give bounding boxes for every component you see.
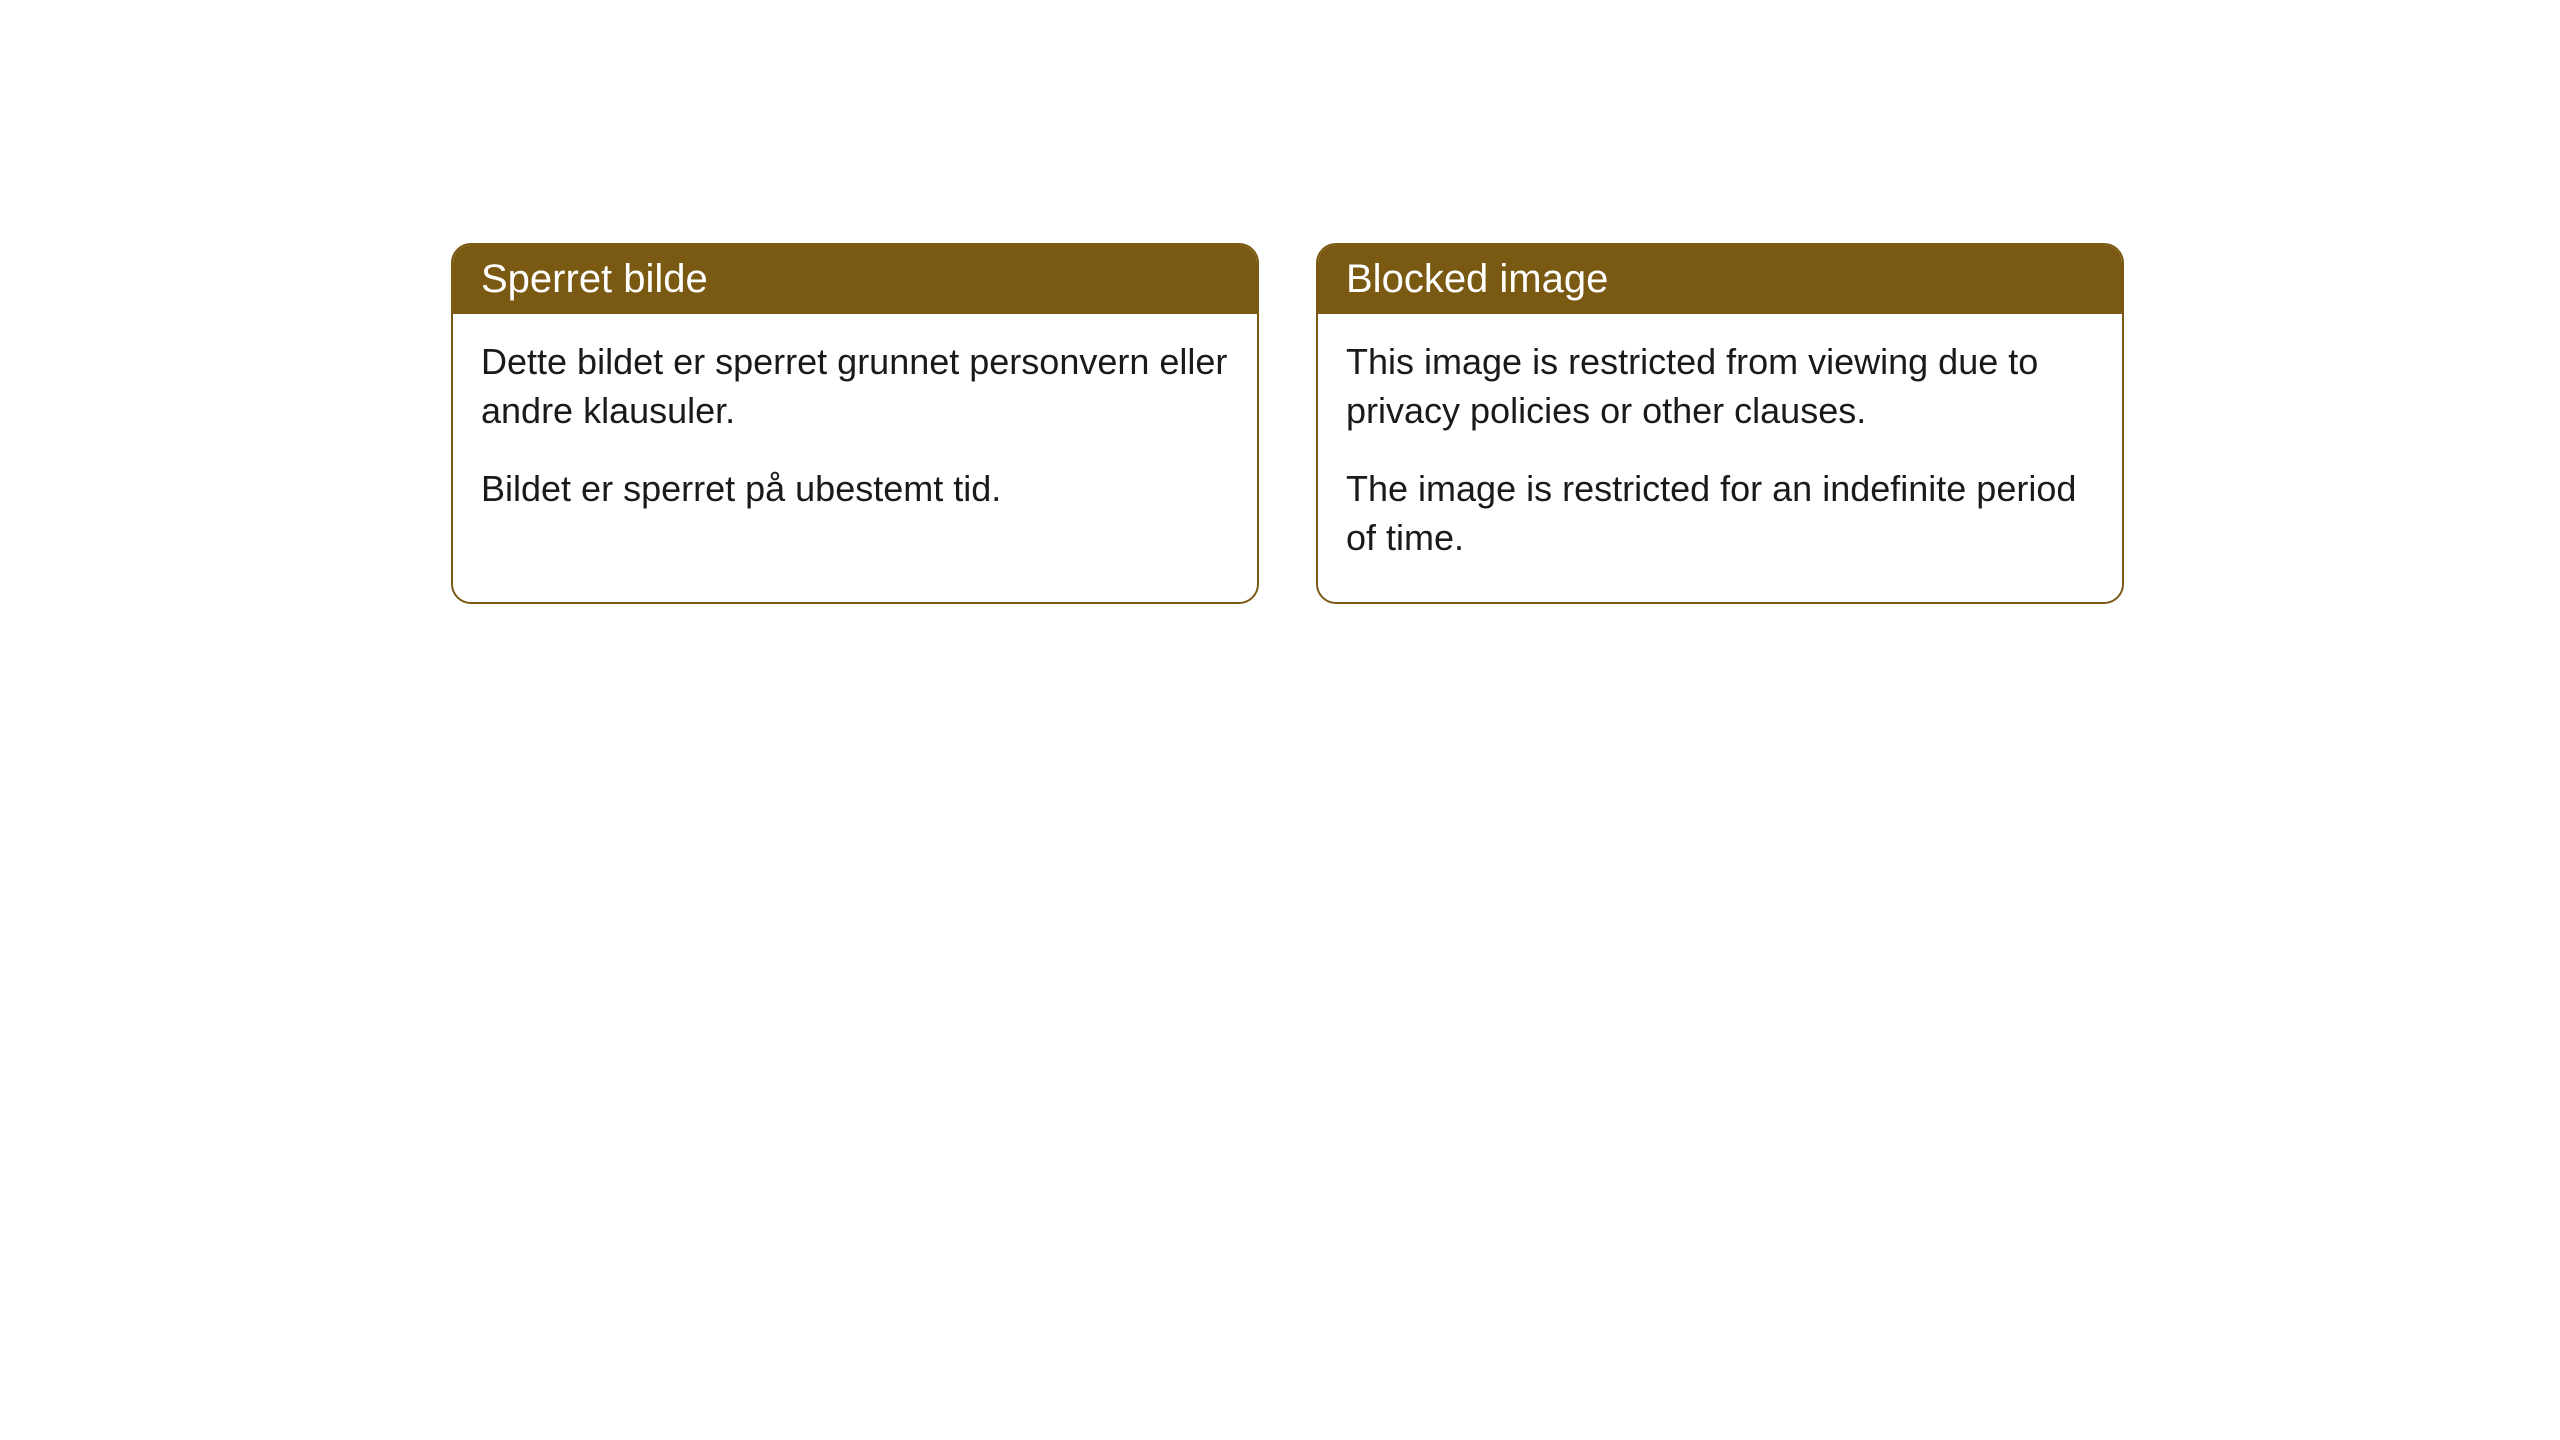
notice-text-line: This image is restricted from viewing du… [1346,338,2094,435]
notice-body: Dette bildet er sperret grunnet personve… [453,314,1257,554]
notice-title: Blocked image [1318,245,2122,314]
notice-text-line: Bildet er sperret på ubestemt tid. [481,465,1229,514]
notice-text-line: Dette bildet er sperret grunnet personve… [481,338,1229,435]
notice-text-line: The image is restricted for an indefinit… [1346,465,2094,562]
notice-title: Sperret bilde [453,245,1257,314]
notice-body: This image is restricted from viewing du… [1318,314,2122,602]
notice-card-norwegian: Sperret bilde Dette bildet er sperret gr… [451,243,1259,604]
notice-container: Sperret bilde Dette bildet er sperret gr… [0,0,2560,604]
notice-card-english: Blocked image This image is restricted f… [1316,243,2124,604]
